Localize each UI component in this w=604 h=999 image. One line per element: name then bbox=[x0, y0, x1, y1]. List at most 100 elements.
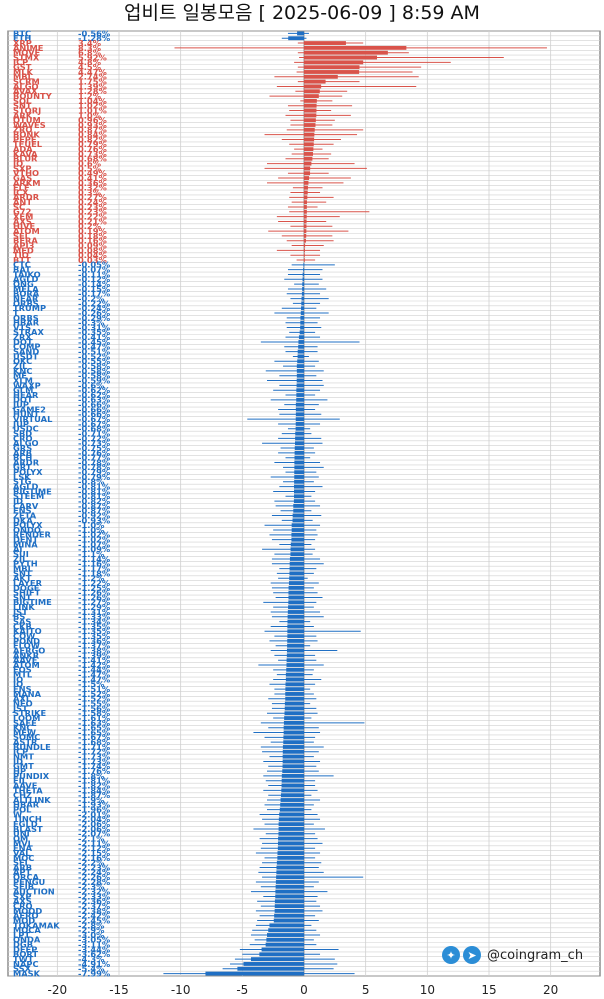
change-bar bbox=[269, 923, 304, 928]
coin-label: ID bbox=[13, 496, 23, 506]
value-label: -2.12% bbox=[78, 843, 111, 853]
coin-label: ONDA bbox=[13, 935, 41, 945]
coin-label: JST bbox=[12, 607, 28, 617]
value-label: -3.62% bbox=[78, 949, 111, 959]
value-label: 1.04% bbox=[78, 96, 107, 106]
value-label: -1.02% bbox=[78, 530, 111, 540]
change-bar bbox=[301, 301, 304, 306]
value-label: -1.87% bbox=[78, 790, 111, 800]
value-label: 0.16% bbox=[78, 236, 107, 246]
change-bar bbox=[296, 364, 304, 369]
coin-label: POL bbox=[13, 805, 32, 815]
change-bar bbox=[295, 436, 304, 441]
coin-label: NEAR bbox=[13, 293, 39, 303]
coin-label: FIL bbox=[13, 776, 28, 786]
coin-label: ALTLINK bbox=[13, 795, 51, 805]
coin-label: BOUNTY bbox=[13, 91, 53, 101]
change-bar bbox=[280, 793, 304, 798]
value-label: -0.72% bbox=[78, 433, 111, 443]
coin-label: ARK bbox=[13, 110, 33, 120]
coin-label: BCH bbox=[13, 453, 32, 463]
value-label: 1.01% bbox=[78, 105, 107, 115]
change-bar bbox=[287, 610, 304, 614]
change-bar bbox=[302, 277, 304, 282]
watermark-handle[interactable]: @coingram_ch bbox=[487, 947, 584, 963]
coin-label: NMT bbox=[13, 752, 34, 762]
value-label: -1.5% bbox=[78, 679, 105, 689]
change-bar bbox=[298, 335, 304, 340]
coin-label: LINK bbox=[13, 602, 35, 612]
coin-label: PYTH bbox=[13, 559, 38, 569]
value-label: -0.93% bbox=[78, 515, 111, 525]
value-label: -0.76% bbox=[78, 448, 111, 458]
change-bar bbox=[278, 836, 304, 841]
value-label: -1.35% bbox=[78, 631, 111, 641]
value-label: -2.2% bbox=[78, 858, 105, 868]
value-label: -0.66% bbox=[78, 409, 111, 419]
coin-label: ORBS bbox=[13, 298, 39, 308]
value-label: -3.0% bbox=[78, 930, 105, 940]
value-label: -1.42% bbox=[78, 660, 111, 670]
coin-label: MELA bbox=[13, 284, 39, 294]
change-bar bbox=[277, 846, 304, 851]
change-bar bbox=[304, 123, 316, 127]
telegram-icon[interactable]: ➤ bbox=[463, 946, 481, 964]
change-bar bbox=[289, 557, 304, 561]
change-bar bbox=[296, 368, 304, 373]
value-label: 0.23% bbox=[78, 207, 107, 217]
coin-label: MLK bbox=[13, 67, 34, 77]
coin-label: ARDR bbox=[13, 457, 40, 467]
coin-label: SSX bbox=[13, 964, 32, 974]
coin-label: MED bbox=[13, 245, 34, 255]
coin-label: TAIKO bbox=[13, 269, 41, 279]
value-label: -1.27% bbox=[78, 597, 111, 607]
change-bar bbox=[288, 595, 304, 600]
value-label: -0.11% bbox=[78, 269, 111, 279]
value-label: -1.93% bbox=[78, 800, 111, 810]
change-bar bbox=[283, 725, 304, 730]
coin-label: MOOD bbox=[13, 906, 42, 916]
value-label: -0.07% bbox=[78, 265, 111, 275]
coin-label: POLYX bbox=[13, 467, 43, 477]
coin-label: SEIB bbox=[13, 882, 34, 892]
coin-label: OKC bbox=[13, 356, 32, 366]
coin-label: CHZ bbox=[13, 790, 32, 800]
change-bar bbox=[294, 494, 304, 499]
value-label: -0.26% bbox=[78, 308, 111, 318]
value-label: -0.79% bbox=[78, 467, 111, 477]
change-bar bbox=[281, 788, 304, 793]
value-label: 4.8% bbox=[78, 57, 102, 67]
change-bar bbox=[302, 282, 304, 287]
coin-label: TRUMP bbox=[13, 303, 46, 313]
change-bar bbox=[288, 585, 304, 590]
value-label: -1.41% bbox=[78, 655, 111, 665]
value-label: -1.55% bbox=[78, 698, 111, 708]
coin-label: ZIL bbox=[13, 554, 28, 564]
change-bar bbox=[285, 672, 304, 677]
coin-label: BUNDLE bbox=[13, 742, 51, 752]
change-bar bbox=[283, 730, 304, 735]
change-bar bbox=[275, 889, 304, 894]
coin-label: RENDER bbox=[13, 530, 52, 540]
value-label: -0.73% bbox=[78, 438, 111, 448]
value-label: -1.36% bbox=[78, 636, 111, 646]
twitter-icon[interactable]: ✦ bbox=[442, 946, 460, 964]
value-label: -0.81% bbox=[78, 482, 111, 492]
value-label: -1.18% bbox=[78, 568, 111, 578]
value-label: 1.28% bbox=[78, 86, 107, 96]
coin-label: ANKR bbox=[13, 650, 40, 660]
coin-label: AUCTION bbox=[13, 887, 55, 897]
value-label: -3.11% bbox=[78, 940, 111, 950]
value-label: -0.2% bbox=[78, 293, 105, 303]
value-label: 0.41% bbox=[78, 173, 107, 183]
change-bar bbox=[282, 745, 304, 749]
coin-label: AXS bbox=[13, 896, 32, 906]
change-bar bbox=[304, 243, 306, 248]
coin-label: SCRM bbox=[13, 77, 40, 87]
change-bar bbox=[300, 325, 304, 330]
value-label: -0.62% bbox=[78, 390, 111, 400]
coin-label: PENGU bbox=[13, 877, 45, 887]
coin-label: SBD bbox=[13, 428, 32, 438]
change-bar bbox=[289, 576, 304, 581]
value-label: 0.22% bbox=[78, 212, 107, 222]
